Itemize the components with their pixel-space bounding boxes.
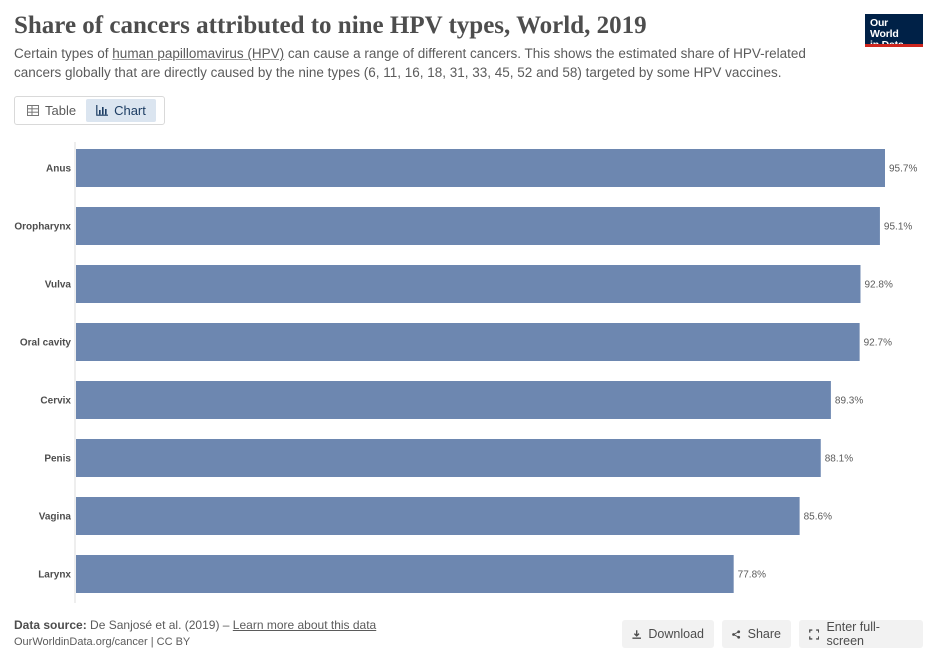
tab-chart-label: Chart	[114, 103, 146, 118]
bar-oropharynx[interactable]	[76, 207, 880, 245]
bar-vagina[interactable]	[76, 497, 800, 535]
category-label: Larynx	[38, 570, 71, 581]
value-label: 95.1%	[884, 222, 912, 233]
category-label: Oropharynx	[14, 222, 71, 233]
value-label: 85.6%	[804, 512, 832, 523]
table-icon	[27, 105, 39, 116]
logo-line-1: Our World	[870, 17, 899, 40]
value-label: 77.8%	[738, 570, 766, 581]
subtitle-text-end: can cause a range of different cancers. …	[14, 46, 806, 80]
hpv-link[interactable]: human papillomavirus (HPV)	[112, 46, 285, 61]
chart-title: Share of cancers attributed to nine HPV …	[14, 12, 647, 39]
bar-vulva[interactable]	[76, 265, 861, 303]
share-label: Share	[747, 627, 781, 641]
tab-table-label: Table	[45, 103, 77, 118]
download-button[interactable]: Download	[622, 620, 714, 648]
value-label: 95.7%	[889, 164, 917, 175]
owid-logo[interactable]: Our World in Data	[865, 14, 923, 51]
source-label: Data source:	[14, 618, 87, 632]
category-label: Oral cavity	[20, 338, 72, 349]
category-label: Penis	[44, 454, 71, 465]
source-text: De Sanjosé et al. (2019) –	[86, 618, 233, 632]
bar-penis[interactable]	[76, 439, 821, 477]
value-label: 88.1%	[825, 454, 853, 465]
category-label: Cervix	[40, 396, 71, 407]
fullscreen-label: Enter full-screen	[826, 620, 880, 648]
tab-table[interactable]: Table	[17, 99, 86, 122]
category-label: Vulva	[45, 280, 72, 291]
chart-icon	[96, 105, 109, 116]
bar-anus[interactable]	[76, 149, 885, 187]
share-icon	[732, 629, 741, 639]
tab-chart[interactable]: Chart	[86, 99, 156, 122]
value-label: 89.3%	[835, 396, 863, 407]
bar-cervix[interactable]	[76, 381, 831, 419]
value-label: 92.7%	[864, 338, 892, 349]
learn-more-link[interactable]: Learn more about this data	[232, 618, 377, 632]
bar-oral-cavity[interactable]	[76, 323, 860, 361]
category-label: Anus	[46, 164, 71, 175]
view-tabs: Table Chart	[14, 96, 165, 125]
share-button[interactable]: Share	[722, 620, 791, 648]
bar-chart: Anus 95.7% Oropharynx 95.1% Vulva 92.8% Oral c…	[0, 130, 936, 608]
footer-source: Data source: De Sanjosé et al. (2019) – …	[14, 617, 376, 651]
chart-subtitle: Certain types of human papillomavirus (H…	[14, 44, 814, 82]
value-label: 92.8%	[864, 280, 892, 291]
bar-chart-svg: Anus 95.7% Oropharynx 95.1% Vulva 92.8% Oral c…	[14, 142, 917, 603]
download-label: Download	[648, 627, 704, 641]
logo-line-2: in Data	[870, 39, 904, 51]
category-label: Vagina	[39, 512, 72, 523]
bar-larynx[interactable]	[76, 555, 734, 593]
source-url[interactable]: OurWorldinData.org/cancer | CC BY	[14, 636, 191, 648]
download-icon	[632, 629, 641, 639]
fullscreen-button[interactable]: Enter full-screen	[799, 620, 923, 648]
subtitle-text-start: Certain types of	[14, 46, 113, 61]
expand-icon	[809, 628, 820, 640]
